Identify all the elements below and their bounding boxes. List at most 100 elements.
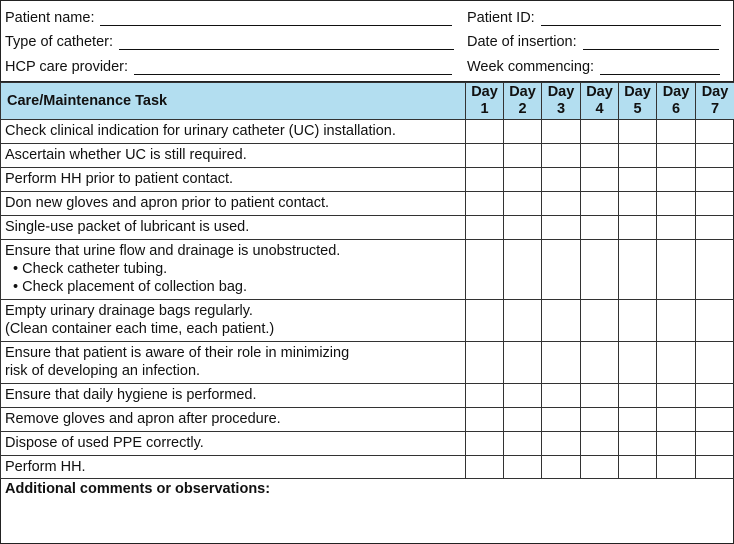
- day-6-checkbox-cell[interactable]: [656, 191, 696, 216]
- day-4-checkbox-cell[interactable]: [580, 167, 619, 192]
- day-7-checkbox-cell[interactable]: [695, 299, 734, 342]
- day-2-checkbox-cell[interactable]: [503, 215, 542, 240]
- day-6-checkbox-cell[interactable]: [656, 215, 696, 240]
- day-7-checkbox-cell[interactable]: [695, 191, 734, 216]
- day-6-checkbox-cell[interactable]: [656, 167, 696, 192]
- day-7-checkbox-cell[interactable]: [695, 455, 734, 479]
- date-insertion-field[interactable]: Date of insertion:: [467, 30, 719, 50]
- day-3-checkbox-cell[interactable]: [541, 341, 581, 384]
- catheter-type-line[interactable]: [119, 36, 455, 50]
- patient-name-field[interactable]: Patient name:: [5, 6, 453, 26]
- day-2-checkbox-cell[interactable]: [503, 143, 542, 168]
- day-5-checkbox-cell[interactable]: [618, 455, 657, 479]
- day-1-header: Day 1: [465, 82, 504, 120]
- task-row: Ensure that patient is aware of their ro…: [0, 341, 734, 384]
- day-5-checkbox-cell[interactable]: [618, 341, 657, 384]
- day-4-checkbox-cell[interactable]: [580, 143, 619, 168]
- patient-name-line[interactable]: [100, 12, 453, 26]
- day-6-checkbox-cell[interactable]: [656, 455, 696, 479]
- day-3-checkbox-cell[interactable]: [541, 239, 581, 300]
- day-5-checkbox-cell[interactable]: [618, 167, 657, 192]
- day-2-checkbox-cell[interactable]: [503, 119, 542, 144]
- day-2-checkbox-cell[interactable]: [503, 191, 542, 216]
- day-4-checkbox-cell[interactable]: [580, 239, 619, 300]
- day-1-checkbox-cell[interactable]: [465, 383, 504, 408]
- day-6-checkbox-cell[interactable]: [656, 239, 696, 300]
- day-4-checkbox-cell[interactable]: [580, 191, 619, 216]
- task-row: Ensure that urine flow and drainage is u…: [0, 239, 734, 300]
- day-1-checkbox-cell[interactable]: [465, 239, 504, 300]
- day-5-checkbox-cell[interactable]: [618, 239, 657, 300]
- day-7-checkbox-cell[interactable]: [695, 215, 734, 240]
- hcp-line[interactable]: [134, 61, 453, 75]
- catheter-type-field[interactable]: Type of catheter:: [5, 30, 455, 50]
- day-7-checkbox-cell[interactable]: [695, 167, 734, 192]
- day-5-checkbox-cell[interactable]: [618, 299, 657, 342]
- day-2-checkbox-cell[interactable]: [503, 383, 542, 408]
- day-1-checkbox-cell[interactable]: [465, 407, 504, 432]
- day-2-checkbox-cell[interactable]: [503, 167, 542, 192]
- day-4-checkbox-cell[interactable]: [580, 341, 619, 384]
- day-3-checkbox-cell[interactable]: [541, 167, 581, 192]
- day-4-checkbox-cell[interactable]: [580, 431, 619, 456]
- day-4-checkbox-cell[interactable]: [580, 455, 619, 479]
- day-4-checkbox-cell[interactable]: [580, 407, 619, 432]
- day-5-checkbox-cell[interactable]: [618, 119, 657, 144]
- day-5-checkbox-cell[interactable]: [618, 407, 657, 432]
- day-3-checkbox-cell[interactable]: [541, 299, 581, 342]
- day-3-checkbox-cell[interactable]: [541, 407, 581, 432]
- day-2-checkbox-cell[interactable]: [503, 431, 542, 456]
- day-6-checkbox-cell[interactable]: [656, 341, 696, 384]
- day-1-checkbox-cell[interactable]: [465, 167, 504, 192]
- day-1-checkbox-cell[interactable]: [465, 455, 504, 479]
- day-6-checkbox-cell[interactable]: [656, 383, 696, 408]
- hcp-field[interactable]: HCP care provider:: [5, 55, 453, 75]
- day-2-checkbox-cell[interactable]: [503, 407, 542, 432]
- patient-id-line[interactable]: [540, 12, 721, 26]
- day-7-checkbox-cell[interactable]: [695, 143, 734, 168]
- day-3-checkbox-cell[interactable]: [541, 119, 581, 144]
- day-5-checkbox-cell[interactable]: [618, 143, 657, 168]
- day-3-checkbox-cell[interactable]: [541, 191, 581, 216]
- day-4-checkbox-cell[interactable]: [580, 299, 619, 342]
- comments-box[interactable]: Additional comments or observations:: [0, 478, 734, 544]
- day-6-checkbox-cell[interactable]: [656, 143, 696, 168]
- day-7-checkbox-cell[interactable]: [695, 119, 734, 144]
- day-3-checkbox-cell[interactable]: [541, 215, 581, 240]
- day-7-checkbox-cell[interactable]: [695, 431, 734, 456]
- day-4-checkbox-cell[interactable]: [580, 215, 619, 240]
- day-4-checkbox-cell[interactable]: [580, 119, 619, 144]
- day-3-checkbox-cell[interactable]: [541, 143, 581, 168]
- day-6-checkbox-cell[interactable]: [656, 299, 696, 342]
- day-7-checkbox-cell[interactable]: [695, 407, 734, 432]
- day-5-checkbox-cell[interactable]: [618, 191, 657, 216]
- day-2-checkbox-cell[interactable]: [503, 299, 542, 342]
- day-2-checkbox-cell[interactable]: [503, 239, 542, 300]
- day-7-checkbox-cell[interactable]: [695, 239, 734, 300]
- week-line[interactable]: [600, 61, 721, 75]
- day-5-checkbox-cell[interactable]: [618, 215, 657, 240]
- patient-id-field[interactable]: Patient ID:: [467, 6, 721, 26]
- day-2-checkbox-cell[interactable]: [503, 341, 542, 384]
- day-5-checkbox-cell[interactable]: [618, 383, 657, 408]
- date-insertion-line[interactable]: [582, 36, 719, 50]
- day-6-checkbox-cell[interactable]: [656, 119, 696, 144]
- day-4-checkbox-cell[interactable]: [580, 383, 619, 408]
- day-1-checkbox-cell[interactable]: [465, 341, 504, 384]
- day-3-checkbox-cell[interactable]: [541, 455, 581, 479]
- day-1-checkbox-cell[interactable]: [465, 191, 504, 216]
- day-1-checkbox-cell[interactable]: [465, 215, 504, 240]
- day-6-checkbox-cell[interactable]: [656, 431, 696, 456]
- day-3-checkbox-cell[interactable]: [541, 431, 581, 456]
- day-6-checkbox-cell[interactable]: [656, 407, 696, 432]
- day-2-checkbox-cell[interactable]: [503, 455, 542, 479]
- day-1-checkbox-cell[interactable]: [465, 143, 504, 168]
- day-1-checkbox-cell[interactable]: [465, 119, 504, 144]
- day-7-checkbox-cell[interactable]: [695, 341, 734, 384]
- day-3-checkbox-cell[interactable]: [541, 383, 581, 408]
- day-7-checkbox-cell[interactable]: [695, 383, 734, 408]
- day-1-checkbox-cell[interactable]: [465, 431, 504, 456]
- day-1-checkbox-cell[interactable]: [465, 299, 504, 342]
- week-field[interactable]: Week commencing:: [467, 55, 721, 75]
- day-5-checkbox-cell[interactable]: [618, 431, 657, 456]
